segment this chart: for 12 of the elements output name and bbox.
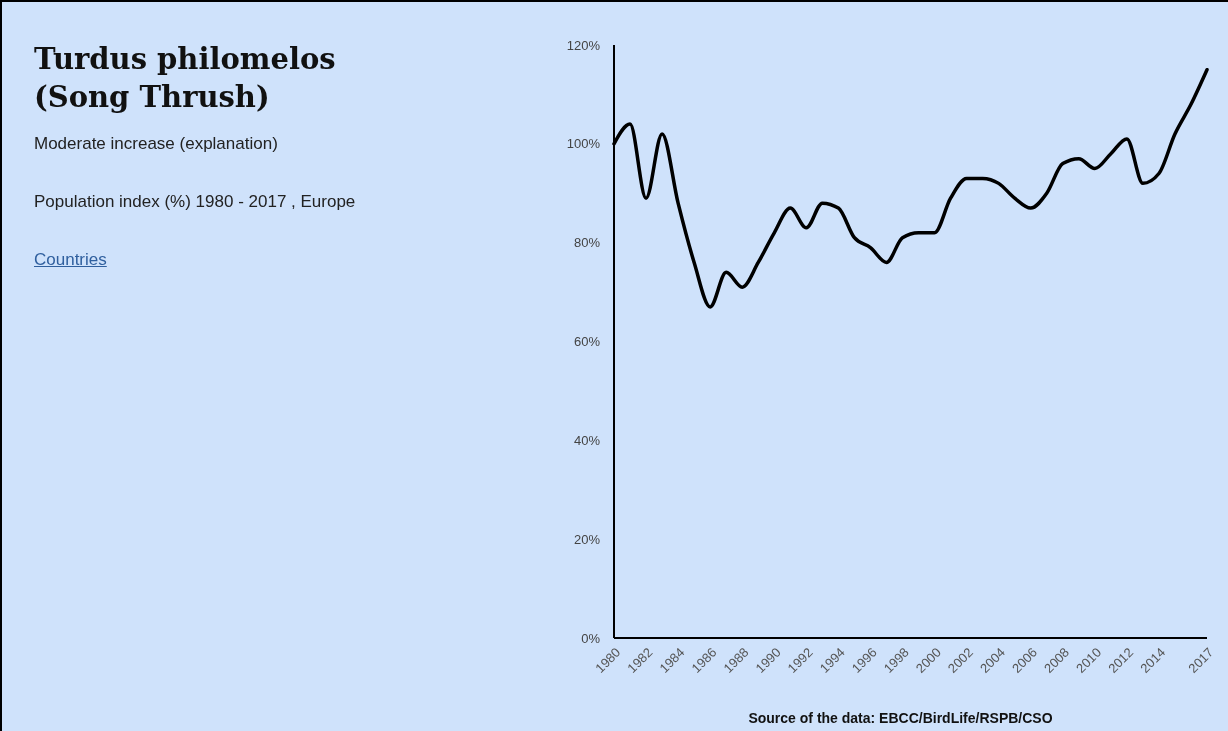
y-tick-label: 20%: [573, 531, 601, 547]
y-tick-label: 80%: [573, 235, 601, 251]
y-tick-label: 120%: [566, 37, 601, 53]
text: Moderate increase (explanation): [34, 134, 279, 154]
y-tick-label: 40%: [573, 432, 601, 448]
text: Turdus philomelos (Song Thrush): [34, 41, 337, 116]
y-tick-label: 60%: [573, 334, 601, 350]
y-tick-label: 0%: [581, 630, 601, 646]
text: Population index (%) 1980 - 2017 , Europe: [34, 192, 357, 212]
y-tick-label: 100%: [566, 136, 601, 152]
text: Countries: [34, 250, 108, 270]
source-note: Source of the data: EBCC/BirdLife/RSPB/CSO: [748, 710, 1053, 726]
